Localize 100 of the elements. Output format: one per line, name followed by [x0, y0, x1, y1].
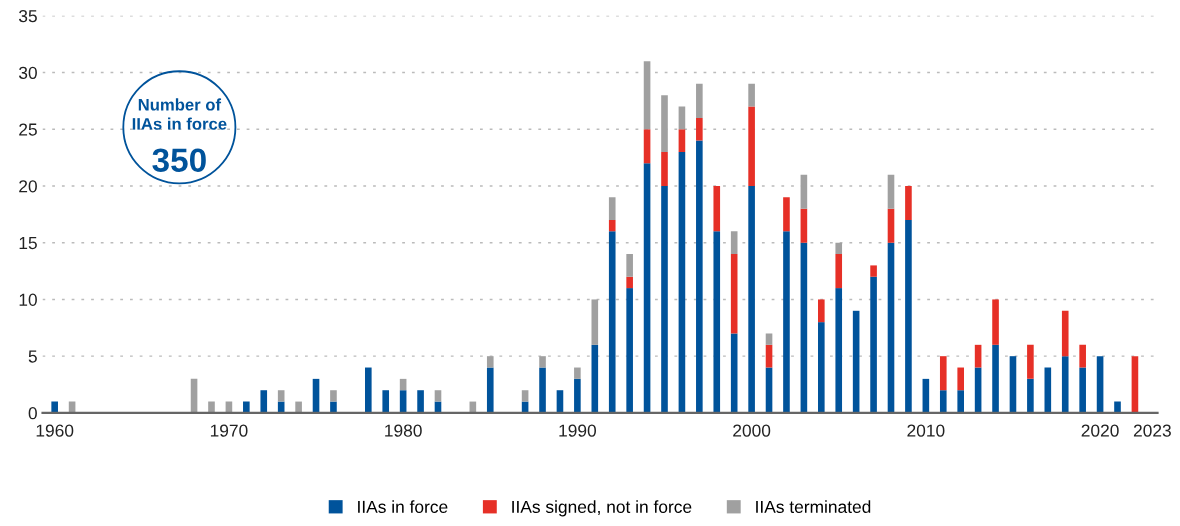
- bar: [748, 83, 755, 107]
- bar: [957, 367, 965, 391]
- annotation: 350: [152, 148, 206, 173]
- bar: [1061, 356, 1069, 413]
- bar: [870, 265, 877, 277]
- x-tick-label: 2023: [1133, 424, 1171, 437]
- bar: [208, 401, 215, 413]
- bar: [765, 333, 773, 345]
- bar: [974, 344, 982, 368]
- x-tick-label: 1980: [385, 424, 422, 437]
- bar: [992, 344, 999, 413]
- bar: [591, 344, 599, 413]
- bar: [591, 299, 599, 345]
- bar: [643, 61, 651, 130]
- bar: [434, 390, 442, 402]
- x-tick-label: 2020: [1081, 424, 1119, 437]
- bar: [887, 174, 895, 209]
- legend-label: IIAs signed, not in force: [512, 500, 692, 517]
- y-tick-label: 10: [19, 293, 37, 306]
- legend-label: IIAs in force: [358, 500, 448, 513]
- bar: [1079, 367, 1086, 413]
- bar: [887, 242, 895, 413]
- bar: [574, 378, 581, 413]
- bar: [382, 390, 390, 413]
- bar: [608, 231, 616, 413]
- bar: [818, 322, 825, 413]
- y-tick-label: 30: [18, 66, 37, 79]
- bar: [887, 208, 895, 243]
- y-tick-label: 0: [28, 407, 37, 420]
- bar: [330, 390, 337, 402]
- x-tick-label: 2010: [907, 424, 945, 437]
- legend-label: IIAs terminated: [756, 500, 871, 513]
- bar: [800, 242, 808, 413]
- bar: [51, 401, 58, 413]
- bar: [1061, 310, 1069, 357]
- y-tick-label: 25: [19, 123, 37, 136]
- bar: [730, 254, 738, 334]
- bar: [800, 208, 808, 243]
- bar: [486, 356, 494, 368]
- bar: [1079, 344, 1086, 368]
- bar: [661, 185, 668, 413]
- bar: [905, 220, 912, 413]
- bar: [696, 117, 703, 141]
- x-tick-label: 1970: [210, 424, 248, 437]
- x-tick-label: 1960: [36, 424, 74, 437]
- bar: [957, 390, 965, 413]
- bar: [992, 299, 999, 345]
- bar: [939, 390, 947, 413]
- bar: [1027, 344, 1034, 379]
- bar: [696, 83, 703, 118]
- y-tick-label: 15: [19, 237, 37, 250]
- bar: [905, 185, 912, 221]
- bar: [713, 231, 721, 413]
- bar: [539, 356, 546, 368]
- bar: [243, 401, 250, 413]
- bar: [783, 197, 790, 232]
- bar: [539, 367, 546, 413]
- bar: [626, 276, 633, 289]
- bar: [417, 390, 424, 413]
- bar: [661, 151, 668, 186]
- bar: [765, 344, 773, 368]
- bar: [608, 220, 616, 232]
- bar: [486, 367, 494, 413]
- y-tick-label: 20: [19, 180, 37, 193]
- bar: [521, 390, 529, 402]
- bar: [748, 185, 755, 413]
- x-tick-label: 2000: [733, 424, 771, 437]
- annotation: Number of IIAs in force: [132, 98, 227, 130]
- bar: [678, 129, 686, 152]
- bar: [835, 288, 843, 413]
- bar: [295, 401, 302, 413]
- bar: [713, 185, 721, 232]
- bar: [1114, 401, 1121, 413]
- bar: [626, 254, 633, 277]
- bar: [277, 390, 285, 402]
- bar: [643, 129, 651, 164]
- bar: [1027, 378, 1034, 413]
- bar: [783, 231, 790, 413]
- bar: [818, 299, 825, 323]
- y-tick-label: 35: [18, 9, 37, 23]
- bar: [661, 95, 668, 152]
- bar: [748, 106, 755, 186]
- bar: [696, 140, 703, 413]
- bar: [643, 163, 651, 413]
- bar: [852, 310, 860, 413]
- bar: [330, 401, 337, 413]
- y-tick-label: 5: [28, 350, 37, 363]
- bar: [730, 333, 738, 413]
- x-tick-label: 1990: [559, 424, 597, 437]
- bar: [260, 390, 268, 413]
- bar: [574, 367, 581, 379]
- bar: [626, 288, 633, 413]
- bar: [678, 151, 686, 413]
- bar: [730, 231, 738, 255]
- bar: [835, 254, 843, 289]
- bar: [870, 276, 877, 413]
- bar: [608, 197, 616, 221]
- bar: [835, 242, 843, 255]
- bar: [939, 356, 947, 391]
- bar: [800, 174, 808, 209]
